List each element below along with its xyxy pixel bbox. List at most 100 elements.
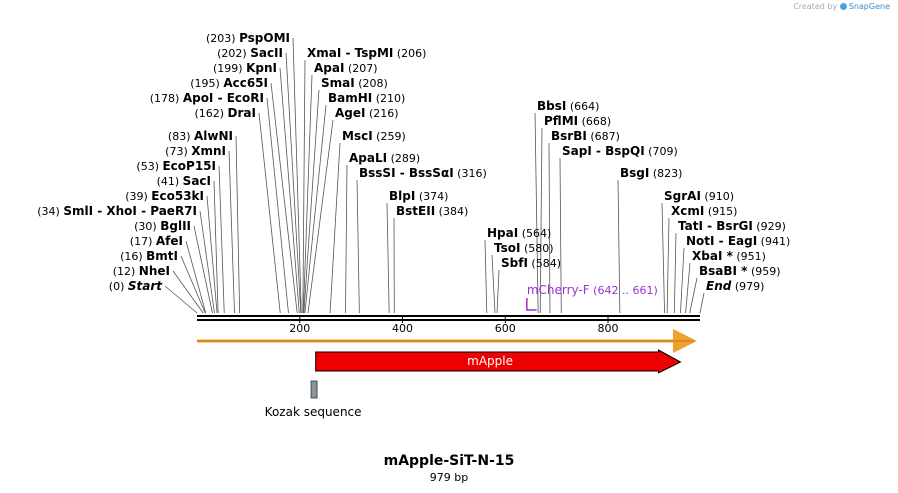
site-name: PflMI (544, 114, 578, 128)
cut-line-bglii (193, 225, 213, 314)
site-label-saci: (41) SacI (157, 174, 211, 188)
tick-label-800: 800 (598, 322, 619, 335)
site-position: (17) (130, 235, 156, 248)
site-position: (73) (165, 145, 191, 158)
site-name: SapI - BspQI (562, 144, 645, 158)
cut-line-msci (329, 142, 341, 314)
cut-line-afei (185, 240, 207, 314)
site-label-eco53ki: (39) Eco53kI (125, 189, 204, 203)
site-position: (910) (701, 190, 734, 203)
site-label-sgrai: SgrAI (910) (664, 189, 734, 203)
primer-mcherry-f: mCherry-F (642 .. 661) (526, 283, 658, 311)
cut-line-acc65i (270, 82, 298, 314)
site-label-drai: (162) DraI (194, 106, 256, 120)
site-label-smli-xhoi-paer7i: (34) SmlI - XhoI - PaeR7I (37, 204, 197, 218)
site-label-afei: (17) AfeI (130, 234, 183, 248)
site-label-alwni: (83) AlwNI (168, 129, 233, 143)
site-position: (207) (344, 62, 377, 75)
site-label-tsoi: TsoI (580) (494, 241, 554, 255)
site-label-xmni: (73) XmnI (165, 144, 226, 158)
cut-line-smai (303, 89, 320, 314)
map-title: mApple-SiT-N-15 (383, 453, 515, 469)
mapple-feature-arrow (315, 349, 682, 374)
cut-line-tsoi (491, 254, 496, 314)
site-label-bsabi: BsaBI * (959) (699, 264, 781, 278)
site-position: (823) (649, 167, 682, 180)
site-name: BsgI (620, 166, 649, 180)
site-name: KpnI (246, 61, 277, 75)
cut-line-bamhi (304, 104, 327, 314)
cut-line-drai (258, 112, 281, 314)
site-position: (951) (733, 250, 766, 263)
site-position: (39) (125, 190, 151, 203)
site-name: NheI (139, 264, 170, 278)
cut-line-pspomi (292, 37, 302, 314)
cut-line-saci (213, 180, 219, 314)
site-position: (289) (387, 152, 420, 165)
credit-brand: SnapGene (848, 2, 890, 11)
site-position: (203) (206, 32, 239, 45)
site-position: (664) (566, 100, 599, 113)
site-position: (206) (393, 47, 426, 60)
primer-name: mCherry-F (527, 283, 590, 297)
site-name: BstEII (396, 204, 435, 218)
site-position: (929) (753, 220, 786, 233)
site-label-acc65i: (195) Acc65I (190, 76, 268, 90)
site-position: (30) (134, 220, 160, 233)
site-label-pflmi: PflMI (668) (544, 114, 611, 128)
site-position: (41) (157, 175, 183, 188)
cut-line-xmai-tspmi (302, 59, 306, 314)
site-name: MscI (342, 129, 373, 143)
site-name: AfeI (156, 234, 183, 248)
map-length: 979 bp (429, 471, 469, 484)
site-label-end: End (979) (706, 279, 764, 293)
site-position: (374) (415, 190, 448, 203)
site-position: (0) (109, 280, 128, 293)
cut-line-tati-bsrgi (673, 232, 677, 314)
site-label-bsssi-bsss-i: BssSI - BssSαI (316) (359, 166, 487, 180)
cut-line-start (164, 285, 198, 314)
cut-site-labels: (203) PspOMI(202) SacII(199) KpnI(195) A… (37, 31, 790, 293)
site-name: SacI (183, 174, 211, 188)
site-position: (83) (168, 130, 194, 143)
kozak-feature-label: Kozak sequence (265, 405, 362, 419)
credit-prefix: Created by (793, 2, 838, 11)
site-label-sapi-bspqi: SapI - BspQI (709) (562, 144, 678, 158)
site-label-smai: SmaI (208) (321, 76, 388, 90)
site-position: (941) (757, 235, 790, 248)
cut-line-noti-eagi (680, 247, 685, 314)
site-name: DraI (228, 106, 256, 120)
site-position: (162) (194, 107, 227, 120)
cut-line-xcmi (666, 217, 670, 314)
site-name: Eco53kI (151, 189, 204, 203)
site-position: (584) (528, 257, 561, 270)
site-name: PspOMI (239, 31, 290, 45)
site-name: Acc65I (223, 76, 268, 90)
site-name: BlpI (389, 189, 415, 203)
cut-line-bbsi (534, 112, 539, 314)
site-name: XmnI (191, 144, 226, 158)
site-label-xbai: XbaI * (951) (692, 249, 766, 263)
site-position: (259) (373, 130, 406, 143)
site-label-bglii: (30) BglII (134, 219, 191, 233)
site-position: (210) (372, 92, 405, 105)
cut-line-kpni (279, 67, 300, 314)
site-name: HpaI (487, 226, 518, 240)
site-name: BssSI - BssSαI (359, 166, 454, 180)
site-name: ApoI - EcoRI (183, 91, 264, 105)
site-label-bamhi: BamHI (210) (328, 91, 405, 105)
axis-ticks: 200 400 600 800 (289, 317, 619, 335)
site-label-bsteii: BstEII (384) (396, 204, 468, 218)
site-position: (959) (747, 265, 780, 278)
site-label-bsrbi: BsrBI (687) (551, 129, 620, 143)
cut-line-apali (345, 164, 348, 314)
site-label-pspomi: (203) PspOMI (206, 31, 290, 45)
site-label-agei: AgeI (216) (335, 106, 399, 120)
site-name: EcoP15I (162, 159, 216, 173)
site-label-noti-eagi: NotI - EagI (941) (686, 234, 790, 248)
site-label-start: (0) Start (109, 279, 163, 293)
site-name: BsrBI (551, 129, 587, 143)
tick-label-400: 400 (392, 322, 413, 335)
site-label-nhei: (12) NheI (113, 264, 170, 278)
cut-line-eco53ki (206, 195, 218, 314)
